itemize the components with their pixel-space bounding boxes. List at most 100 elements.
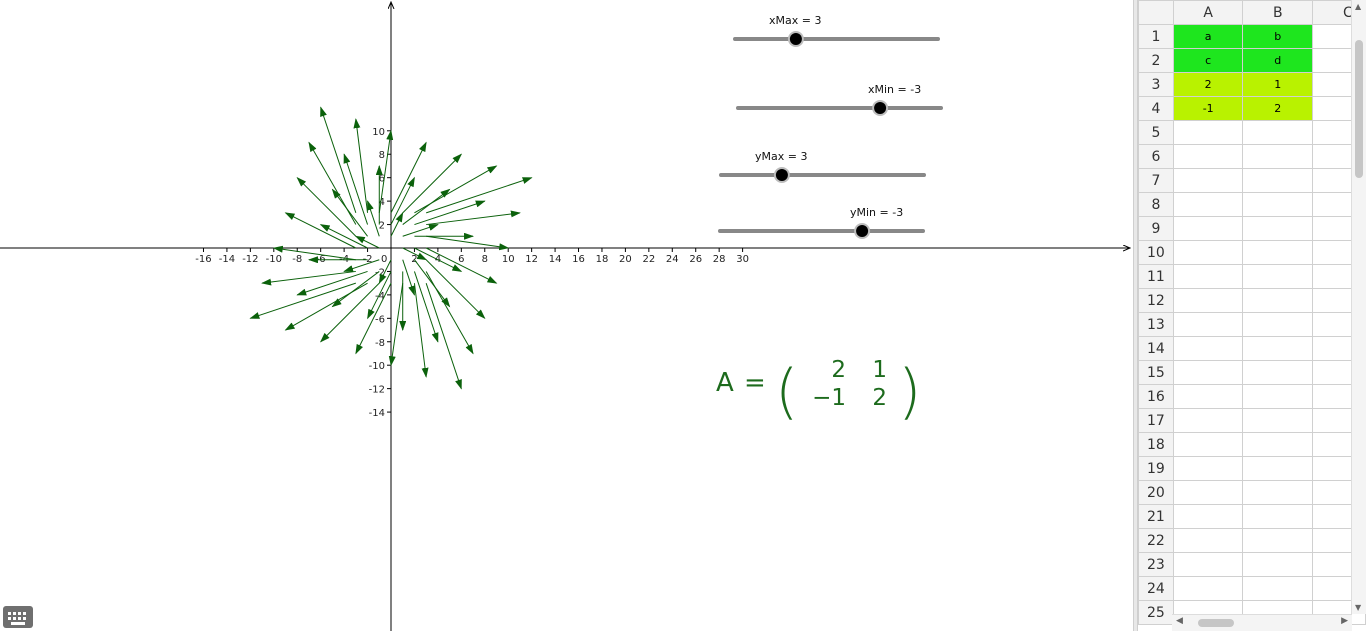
horizontal-scroll-thumb[interactable]: [1198, 619, 1234, 627]
column-header-b[interactable]: B: [1242, 0, 1314, 25]
sheet-cell[interactable]: [1172, 168, 1244, 193]
row-header[interactable]: 1: [1138, 24, 1174, 49]
slider-knob[interactable]: [874, 102, 887, 114]
sheet-cell[interactable]: [1242, 384, 1314, 409]
sheet-cell[interactable]: [1242, 504, 1314, 529]
sheet-cell[interactable]: d: [1242, 48, 1314, 73]
sheet-cell[interactable]: [1242, 432, 1314, 457]
coordinate-plane[interactable]: -16-14-12-10-8-6-4-202468101214161820222…: [0, 0, 1133, 631]
sheet-cell[interactable]: [1242, 552, 1314, 577]
sheet-cell[interactable]: [1242, 408, 1314, 433]
sheet-cell[interactable]: -1: [1172, 96, 1244, 121]
scroll-left-icon[interactable]: ◀: [1176, 616, 1183, 626]
sheet-cell[interactable]: a: [1172, 24, 1244, 49]
row-header[interactable]: 25: [1138, 600, 1174, 625]
sheet-cell[interactable]: [1172, 384, 1244, 409]
sheet-cell[interactable]: [1172, 336, 1244, 361]
row-header[interactable]: 5: [1138, 120, 1174, 145]
row-header[interactable]: 16: [1138, 384, 1174, 409]
row-header[interactable]: 2: [1138, 48, 1174, 73]
sheet-cell[interactable]: [1172, 192, 1244, 217]
sheet-cell[interactable]: [1242, 144, 1314, 169]
sheet-cell[interactable]: [1172, 264, 1244, 289]
row-header[interactable]: 23: [1138, 552, 1174, 577]
sheet-cell[interactable]: [1242, 216, 1314, 241]
row-header[interactable]: 19: [1138, 456, 1174, 481]
sheet-cell[interactable]: [1242, 288, 1314, 313]
spreadsheet-view[interactable]: A B C 1 a b 2 c d 3 2 1 4 -1 2 5 6 7 8 9 10 11 12 13 14 15 16 17…: [1138, 0, 1366, 631]
graphics-view[interactable]: -16-14-12-10-8-6-4-202468101214161820222…: [0, 0, 1133, 631]
sheet-cell[interactable]: [1172, 216, 1244, 241]
sheet-cell[interactable]: [1242, 168, 1314, 193]
sheet-cell[interactable]: [1172, 504, 1244, 529]
row-header[interactable]: 21: [1138, 504, 1174, 529]
sheet-cell[interactable]: 2: [1172, 72, 1244, 97]
sheet-cell[interactable]: [1242, 312, 1314, 337]
scroll-up-icon[interactable]: ▲: [1355, 2, 1362, 11]
row-header[interactable]: 7: [1138, 168, 1174, 193]
row-header[interactable]: 15: [1138, 360, 1174, 385]
row-header[interactable]: 18: [1138, 432, 1174, 457]
keyboard-icon[interactable]: [3, 606, 33, 628]
sheet-cell[interactable]: [1242, 360, 1314, 385]
sheet-cell[interactable]: [1172, 408, 1244, 433]
row-header[interactable]: 3: [1138, 72, 1174, 97]
sheet-cell[interactable]: [1172, 456, 1244, 481]
row-header[interactable]: 24: [1138, 576, 1174, 601]
row-header[interactable]: 4: [1138, 96, 1174, 121]
row-header[interactable]: 20: [1138, 480, 1174, 505]
sheet-cell[interactable]: [1172, 528, 1244, 553]
sheet-cell[interactable]: [1242, 480, 1314, 505]
slider-yMin[interactable]: yMin = -3: [718, 206, 925, 239]
sheet-cell[interactable]: 2: [1242, 96, 1314, 121]
slider-knob[interactable]: [775, 169, 788, 181]
row-header[interactable]: 17: [1138, 408, 1174, 433]
sheet-cell[interactable]: [1242, 456, 1314, 481]
row-header[interactable]: 11: [1138, 264, 1174, 289]
vertical-scroll-thumb[interactable]: [1355, 40, 1363, 178]
row-header[interactable]: 9: [1138, 216, 1174, 241]
sheet-cell[interactable]: 1: [1242, 72, 1314, 97]
slider-xMax[interactable]: xMax = 3: [733, 14, 940, 47]
sheet-cell[interactable]: [1242, 240, 1314, 265]
row-header[interactable]: 13: [1138, 312, 1174, 337]
row-header[interactable]: 12: [1138, 288, 1174, 313]
view-divider[interactable]: [1133, 0, 1138, 631]
sheet-cell[interactable]: [1172, 144, 1244, 169]
sheet-cell[interactable]: [1172, 120, 1244, 145]
row-header[interactable]: 10: [1138, 240, 1174, 265]
sheet-cell[interactable]: [1172, 312, 1244, 337]
sliders[interactable]: xMax = 3 xMin = -3 yMax = 3 yMin = -3: [718, 14, 943, 239]
sheet-row: 4 -1 2: [1138, 96, 1366, 121]
corner-cell[interactable]: [1138, 0, 1174, 25]
row-header[interactable]: 22: [1138, 528, 1174, 553]
sheet-cell[interactable]: [1172, 360, 1244, 385]
sheet-cell[interactable]: [1242, 576, 1314, 601]
sheet-cell[interactable]: b: [1242, 24, 1314, 49]
vertical-scrollbar[interactable]: ▲ ▼: [1351, 0, 1366, 614]
sheet-cell[interactable]: [1172, 432, 1244, 457]
sheet-cell[interactable]: [1242, 528, 1314, 553]
slider-knob[interactable]: [856, 225, 869, 237]
column-header-a[interactable]: A: [1172, 0, 1244, 25]
sheet-cell[interactable]: [1172, 552, 1244, 577]
horizontal-scrollbar[interactable]: ◀ ▶: [1172, 614, 1352, 631]
sheet-cell[interactable]: [1172, 480, 1244, 505]
row-header[interactable]: 8: [1138, 192, 1174, 217]
sheet-cell[interactable]: c: [1172, 48, 1244, 73]
sheet-cell[interactable]: [1242, 120, 1314, 145]
sheet-cell[interactable]: [1172, 576, 1244, 601]
sheet-cell[interactable]: [1242, 264, 1314, 289]
sheet-cell[interactable]: [1242, 336, 1314, 361]
row-header[interactable]: 6: [1138, 144, 1174, 169]
scroll-right-icon[interactable]: ▶: [1341, 616, 1348, 626]
sheet-cell[interactable]: [1172, 288, 1244, 313]
sheet-cell[interactable]: [1172, 240, 1244, 265]
slider-knob[interactable]: [789, 33, 802, 45]
sheet-cell[interactable]: [1242, 192, 1314, 217]
slider-yMax[interactable]: yMax = 3: [719, 150, 926, 183]
spreadsheet-grid[interactable]: A B C 1 a b 2 c d 3 2 1 4 -1 2 5 6 7 8 9 10 11 12 13 14 15 16 17…: [1138, 0, 1366, 625]
slider-xMin[interactable]: xMin = -3: [736, 83, 943, 116]
row-header[interactable]: 14: [1138, 336, 1174, 361]
scroll-down-icon[interactable]: ▼: [1355, 603, 1362, 612]
